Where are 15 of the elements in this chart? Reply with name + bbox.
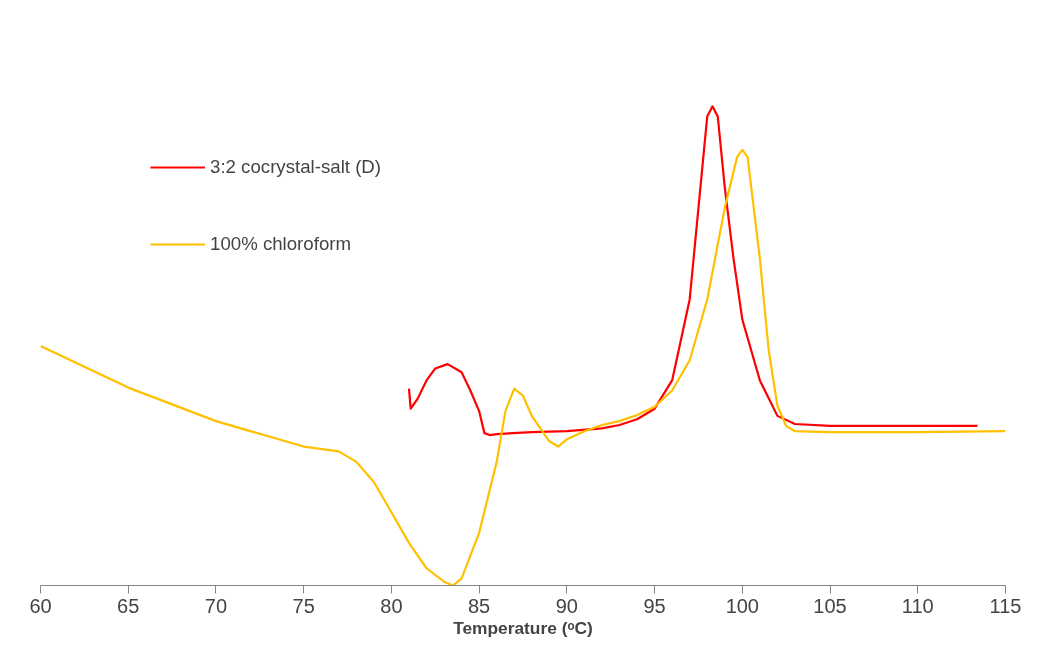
x-axis-title: Temperature (ᵒC) xyxy=(453,617,593,638)
x-tick-label: 75 xyxy=(292,594,315,617)
legend-label: 3:2 cocrystal-salt (D) xyxy=(210,156,382,178)
x-tick-label: 100 xyxy=(725,594,760,617)
x-tick-label: 80 xyxy=(380,594,403,617)
x-tick-label: 95 xyxy=(643,594,666,617)
x-tick-label: 115 xyxy=(989,594,1022,617)
x-tick-label: 65 xyxy=(117,594,140,617)
x-tick-label: 70 xyxy=(204,594,228,617)
x-tick-label: 60 xyxy=(29,594,52,617)
x-tick-label: 85 xyxy=(468,594,491,617)
x-tick-label: 90 xyxy=(555,594,578,617)
x-tick-label: 105 xyxy=(813,594,847,617)
x-tick-label: 110 xyxy=(901,594,934,617)
legend-label: 100% chloroform xyxy=(210,233,352,255)
